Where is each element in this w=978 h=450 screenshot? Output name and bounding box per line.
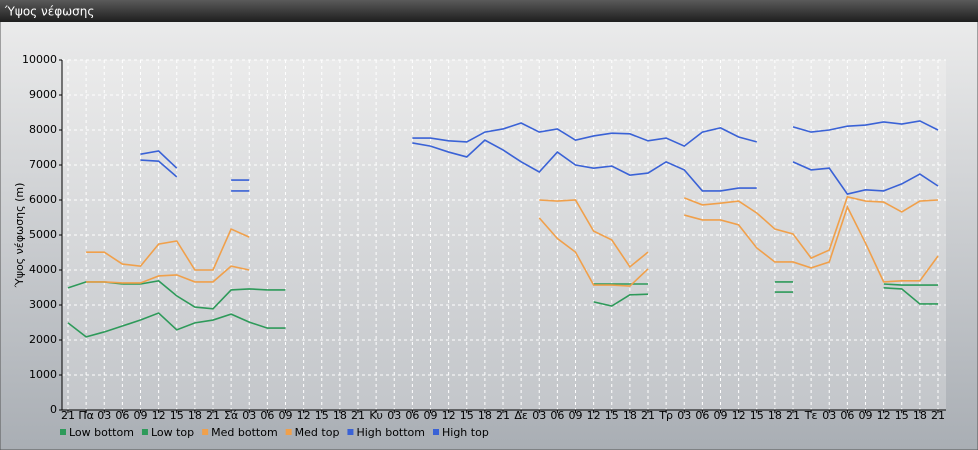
x-tick-label: 09 — [424, 409, 438, 422]
x-tick-label: Τε — [804, 409, 818, 422]
legend-label: High top — [442, 426, 489, 439]
x-tick-label: 12 — [152, 409, 166, 422]
x-tick-label: 18 — [768, 409, 782, 422]
x-tick-label: Δε — [514, 409, 528, 422]
series-line — [86, 204, 939, 287]
x-tick-label: 15 — [170, 409, 184, 422]
legend-label: Low bottom — [69, 426, 134, 439]
x-tick-label: 12 — [297, 409, 311, 422]
x-tick-label: Πα — [78, 409, 94, 422]
x-tick-label: 21 — [786, 409, 800, 422]
y-tick-label: 2000 — [29, 333, 57, 346]
x-tick-label: 09 — [714, 409, 728, 422]
y-tick-label: 9000 — [29, 88, 57, 101]
x-tick-label: Τρ — [658, 409, 673, 422]
series-line — [140, 139, 939, 195]
series-line — [67, 287, 938, 338]
legend-swatch — [347, 429, 354, 435]
x-tick-label: 09 — [859, 409, 873, 422]
x-tick-label: 06 — [260, 409, 274, 422]
y-tick-label: 7000 — [29, 158, 57, 171]
x-tick-label: 15 — [460, 409, 474, 422]
x-tick-label: 15 — [895, 409, 909, 422]
y-tick-label: 6000 — [29, 193, 57, 206]
legend-swatch — [202, 429, 209, 435]
x-tick-label: 18 — [188, 409, 202, 422]
x-tick-label: 03 — [242, 409, 256, 422]
x-tick-label: 12 — [732, 409, 746, 422]
x-tick-label: 21 — [351, 409, 365, 422]
series-line — [67, 279, 938, 310]
y-tick-label: 8000 — [29, 123, 57, 136]
y-axis-label: Ύψος νέφωσης (m) — [13, 183, 26, 289]
window-title: Ύψος νέφωσης — [4, 5, 94, 19]
y-tick-label: 0 — [50, 403, 57, 416]
legend-swatch — [433, 429, 439, 435]
x-tick-label: 15 — [315, 409, 329, 422]
x-tick-label: 06 — [840, 409, 854, 422]
legend-label: Low top — [151, 426, 194, 439]
legend-label: High bottom — [356, 426, 425, 439]
plot-area — [62, 60, 946, 410]
x-tick-label: 03 — [822, 409, 836, 422]
y-tick-label: 4000 — [29, 263, 57, 276]
x-tick-label: 06 — [695, 409, 709, 422]
series-line — [86, 195, 939, 271]
x-tick-label: 18 — [913, 409, 927, 422]
y-tick-label: 3000 — [29, 298, 57, 311]
series-line — [140, 120, 939, 181]
legend-swatch — [141, 429, 148, 435]
x-tick-label: 18 — [623, 409, 637, 422]
x-tick-label: 21 — [641, 409, 655, 422]
y-tick-label: 1000 — [29, 368, 57, 381]
x-tick-label: 21 — [496, 409, 510, 422]
x-tick-label: 21 — [931, 409, 945, 422]
x-tick-label: 12 — [587, 409, 601, 422]
y-tick-label: 5000 — [29, 228, 57, 241]
x-tick-label: 06 — [550, 409, 564, 422]
x-tick-label: 09 — [279, 409, 293, 422]
x-tick-label: 03 — [677, 409, 691, 422]
x-tick-label: 18 — [478, 409, 492, 422]
x-tick-label: 15 — [750, 409, 764, 422]
legend-swatch — [285, 429, 292, 435]
x-tick-label: 12 — [442, 409, 456, 422]
x-tick-label: 06 — [405, 409, 419, 422]
x-tick-label: 03 — [387, 409, 401, 422]
x-tick-label: 09 — [134, 409, 148, 422]
title-bar — [0, 0, 978, 22]
legend-label: Med top — [295, 426, 340, 439]
x-tick-label: 06 — [115, 409, 129, 422]
y-tick-label: 10000 — [22, 53, 57, 66]
legend-label: Med bottom — [211, 426, 278, 439]
x-tick-label: 03 — [532, 409, 546, 422]
x-tick-label: 18 — [333, 409, 347, 422]
x-tick-label: 12 — [877, 409, 891, 422]
x-tick-label: 21 — [61, 409, 75, 422]
x-tick-label: Κυ — [369, 409, 383, 422]
legend-swatch — [60, 429, 66, 435]
x-tick-label: 03 — [97, 409, 111, 422]
x-tick-label: 15 — [605, 409, 619, 422]
x-tick-label: Σά — [224, 409, 238, 422]
x-tick-label: 09 — [569, 409, 583, 422]
x-tick-label: 21 — [206, 409, 220, 422]
